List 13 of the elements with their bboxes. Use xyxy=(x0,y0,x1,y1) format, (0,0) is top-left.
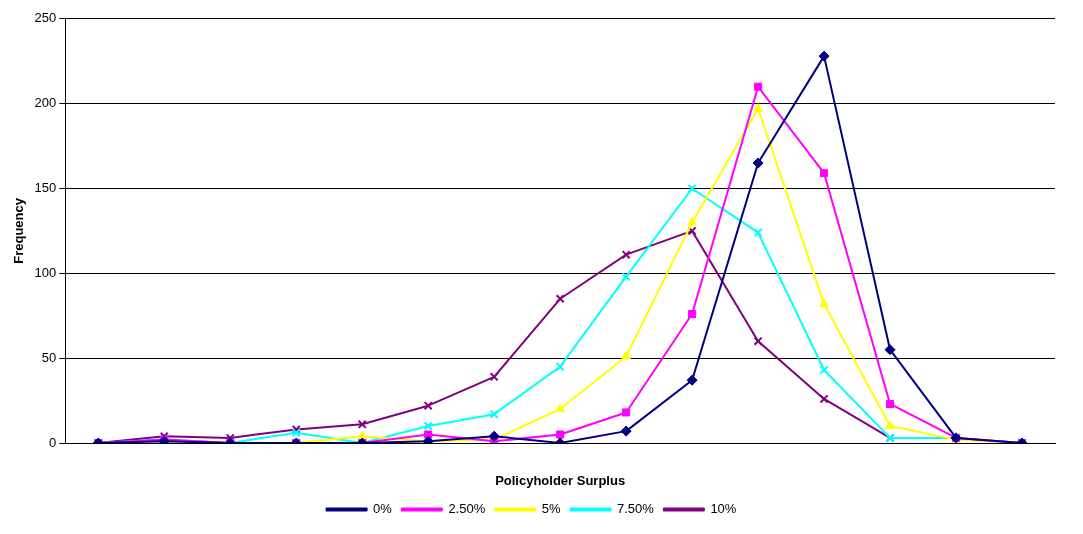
y-axis-title: Frequency xyxy=(11,197,27,264)
x-axis-title: Policyholder Surplus xyxy=(495,472,626,488)
y-tick-label: 250 xyxy=(34,10,57,26)
legend-label: 5% xyxy=(541,501,561,517)
legend-label: 0% xyxy=(373,501,393,517)
y-tick-label: 100 xyxy=(34,264,57,280)
y-tick-label: 0 xyxy=(49,434,57,450)
y-tick-label: 150 xyxy=(34,180,57,196)
y-tick-label: 200 xyxy=(34,95,57,111)
legend-label: 7.50% xyxy=(617,501,655,517)
legend-label: 2.50% xyxy=(448,501,486,517)
y-tick-label: 50 xyxy=(41,349,57,365)
legend-label: 10% xyxy=(710,501,737,517)
